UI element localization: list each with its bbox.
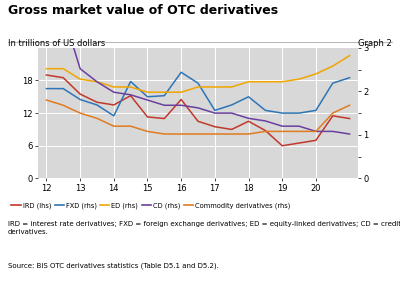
Text: In trillions of US dollars: In trillions of US dollars — [8, 39, 105, 48]
Text: Source: BIS OTC derivatives statistics (Table D5.1 and D5.2).: Source: BIS OTC derivatives statistics (… — [8, 263, 219, 269]
Text: Gross market value of OTC derivatives: Gross market value of OTC derivatives — [8, 4, 278, 17]
Text: IRD = interest rate derivatives; FXD = foreign exchange derivatives; ED = equity: IRD = interest rate derivatives; FXD = f… — [8, 221, 400, 235]
Text: Graph 2: Graph 2 — [358, 39, 392, 48]
Legend: IRD (lhs), FXD (rhs), ED (rhs), CD (rhs), Commodity derivatives (rhs): IRD (lhs), FXD (rhs), ED (rhs), CD (rhs)… — [11, 202, 290, 209]
